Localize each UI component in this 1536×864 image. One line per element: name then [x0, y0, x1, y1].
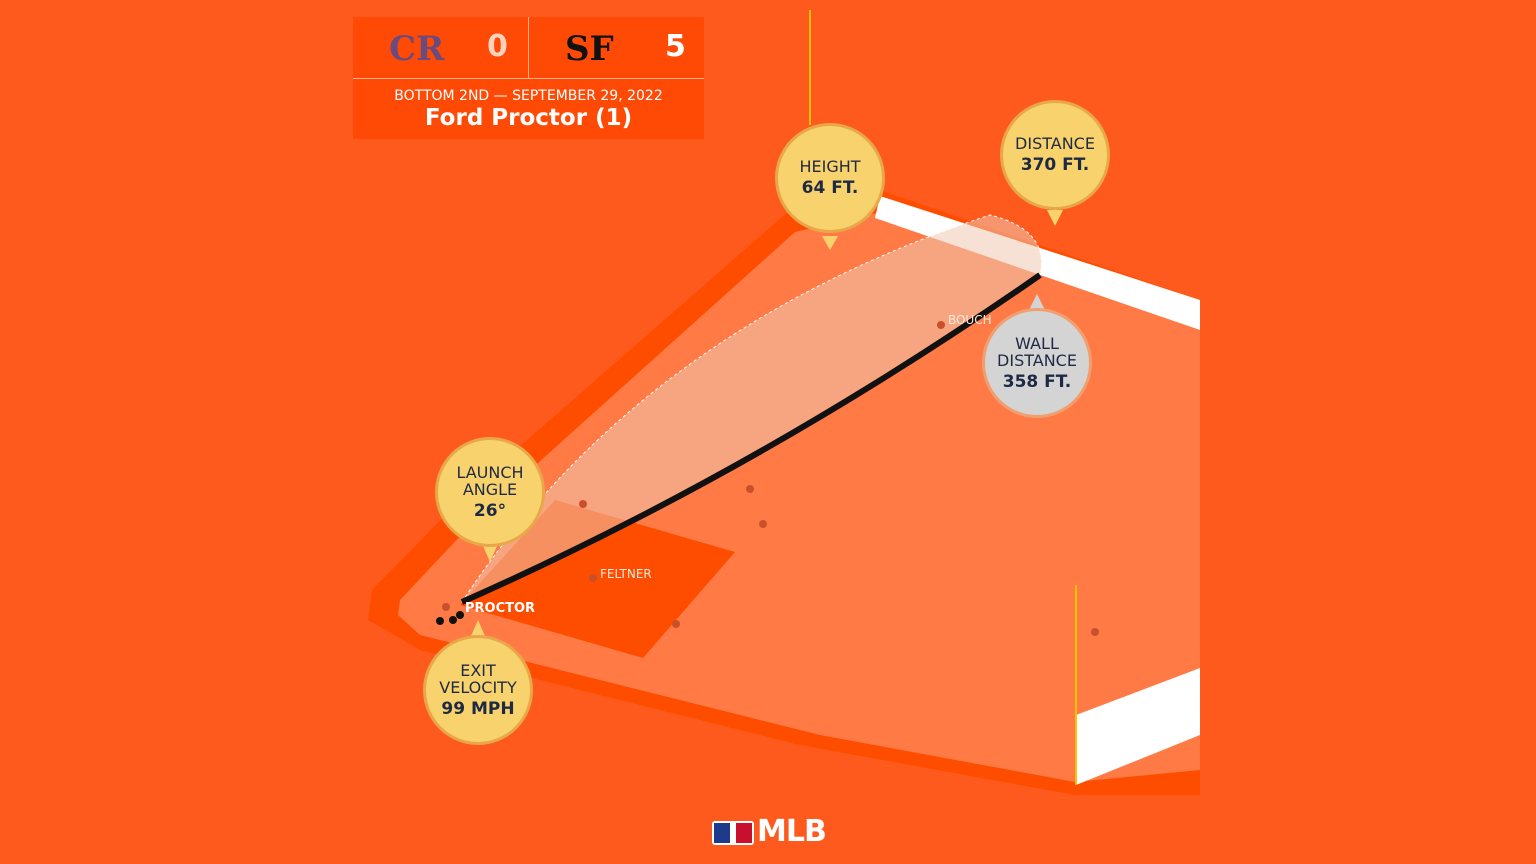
- callout-value: 370 FT.: [1020, 155, 1090, 175]
- callout-value: 26°: [473, 500, 507, 521]
- divider: [528, 17, 529, 78]
- callout: HEIGHT 64 FT.: [775, 123, 885, 233]
- fielders: [442, 321, 1099, 636]
- logo: MLB: [757, 814, 827, 849]
- callout-label: EXIT VELOCITY: [439, 660, 517, 697]
- home-team: SF: [565, 29, 614, 69]
- callout: LAUNCH ANGLE 26°: [435, 437, 545, 547]
- home-score: 5: [665, 29, 686, 64]
- wall: [1076, 668, 1200, 785]
- batter-dots: [436, 611, 464, 625]
- callout-label: DISTANCE: [1015, 134, 1095, 153]
- trajectory: [460, 272, 1042, 605]
- logo-mark: [712, 821, 754, 845]
- callout-pointers: [471, 210, 1063, 636]
- player-label: BOUCH: [948, 313, 992, 327]
- away-team: CR: [389, 29, 445, 69]
- callout: WALL DISTANCE 358 FT.: [982, 308, 1092, 418]
- away-score: 0: [487, 29, 508, 64]
- flight-area: [460, 214, 1042, 604]
- player-label: FELTNER: [600, 567, 652, 581]
- callout: DISTANCE 370 FT.: [1000, 100, 1110, 210]
- score-row: CR 0 SF 5: [353, 17, 704, 79]
- callout: EXIT VELOCITY 99 MPH: [423, 635, 533, 745]
- inning-date: BOTTOM 2ND — SEPTEMBER 29, 2022: [394, 88, 663, 104]
- callout-label: HEIGHT: [799, 157, 861, 176]
- callout-value: 358 FT.: [1002, 371, 1072, 392]
- scoreboard: CR 0 SF 5 BOTTOM 2ND — SEPTEMBER 29, 202…: [353, 17, 704, 139]
- callout-value: 64 FT.: [801, 178, 859, 198]
- callout-value: 99 MPH: [441, 698, 515, 719]
- batter-name: Ford Proctor (1): [424, 105, 633, 131]
- player-label: PROCTOR: [465, 601, 536, 616]
- callout-label: LAUNCH ANGLE: [456, 462, 524, 499]
- callout-label: WALL DISTANCE: [997, 333, 1077, 370]
